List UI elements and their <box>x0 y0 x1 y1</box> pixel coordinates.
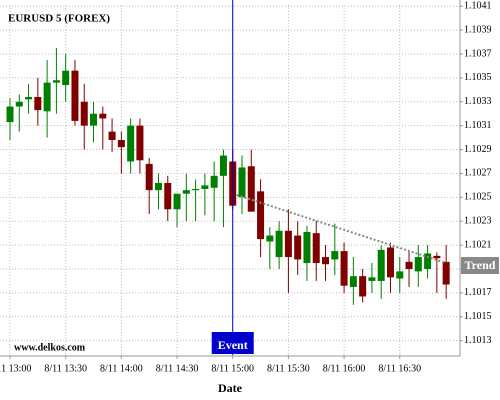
candle-body <box>238 167 246 198</box>
event-label: Event <box>218 338 248 352</box>
candle-body <box>15 101 23 107</box>
y-tick-label: 1.1041 <box>464 0 492 11</box>
candle-body <box>136 125 144 161</box>
x-tick-label: 8/11 16:00 <box>323 363 366 374</box>
y-tick-label: 1.1025 <box>464 192 492 203</box>
candle-body <box>219 155 227 176</box>
candle-body <box>405 261 413 269</box>
x-tick-label: 8/11 15:30 <box>267 363 310 374</box>
trend-label: Trend <box>465 258 496 272</box>
candle-body <box>257 191 265 240</box>
candle-body <box>340 251 348 286</box>
candle-body <box>34 96 42 111</box>
trend-line <box>236 193 447 264</box>
candle-body <box>62 70 70 86</box>
candle-body <box>368 277 376 281</box>
y-tick-label: 1.1027 <box>464 168 492 179</box>
candle-body <box>349 276 357 287</box>
x-tick-label: 8/11 14:30 <box>156 363 199 374</box>
candle-body <box>108 131 116 140</box>
candle-body <box>6 106 14 123</box>
candle-body <box>442 261 450 285</box>
x-tick-label: 8/11 16:30 <box>378 363 421 374</box>
trend-box <box>461 257 499 275</box>
candle-body <box>145 163 153 191</box>
candle-body <box>210 175 218 188</box>
x-tick-label: 8/11 14:00 <box>100 363 143 374</box>
y-tick-label: 1.1023 <box>464 216 492 227</box>
candle-body <box>303 231 311 264</box>
candle-body <box>294 235 302 260</box>
watermark: www.delkos.com <box>14 342 86 353</box>
candle-body <box>433 255 441 259</box>
candle-body <box>322 257 330 265</box>
candle-body <box>331 251 339 260</box>
chart-title: EURUSD 5 (FOREX) <box>8 13 110 25</box>
candle-body <box>359 276 367 297</box>
candle-body <box>284 230 292 258</box>
candle-body <box>386 247 394 278</box>
x-tick-label: 8/11 15:00 <box>211 363 254 374</box>
marks <box>6 48 450 305</box>
candle-body <box>275 230 283 258</box>
candle-body <box>154 182 162 191</box>
y-tick-label: 1.1015 <box>464 311 492 322</box>
x-tick-label: 8/11 13:00 <box>0 363 31 374</box>
candle-body <box>25 96 33 100</box>
candle-body <box>312 233 320 264</box>
candle-body <box>80 101 88 126</box>
candle-body <box>396 271 404 279</box>
y-tick-label: 1.1021 <box>464 239 492 250</box>
candle-body <box>192 188 200 191</box>
candle-body <box>52 80 60 83</box>
event-box <box>211 332 254 354</box>
candle-body <box>377 249 385 281</box>
y-tick-label: 1.1031 <box>464 120 492 131</box>
y-tick-label: 1.1035 <box>464 72 492 83</box>
y-tick-label: 1.1039 <box>464 24 492 35</box>
y-tick-label: 1.1017 <box>464 287 492 298</box>
x-axis-title: Date <box>218 381 243 395</box>
y-tick-label: 1.1033 <box>464 96 492 107</box>
candle-body <box>90 113 98 126</box>
candle-body <box>201 185 209 189</box>
candle-body <box>247 166 255 212</box>
y-tick-label: 1.1013 <box>464 335 492 346</box>
candle-body <box>164 182 172 210</box>
candle-body <box>117 139 125 148</box>
candle-body <box>99 113 107 119</box>
y-tick-label: 1.1029 <box>464 144 492 155</box>
y-tick-label: 1.1037 <box>464 48 492 59</box>
candle-body <box>71 70 79 121</box>
candle-body <box>173 193 181 210</box>
candle-body <box>43 82 51 112</box>
candle-body <box>127 125 135 162</box>
candle-body <box>182 190 190 194</box>
x-tick-label: 8/11 13:30 <box>44 363 87 374</box>
candle-body <box>266 235 274 242</box>
candle-body <box>424 253 432 269</box>
candle-body <box>414 257 422 272</box>
